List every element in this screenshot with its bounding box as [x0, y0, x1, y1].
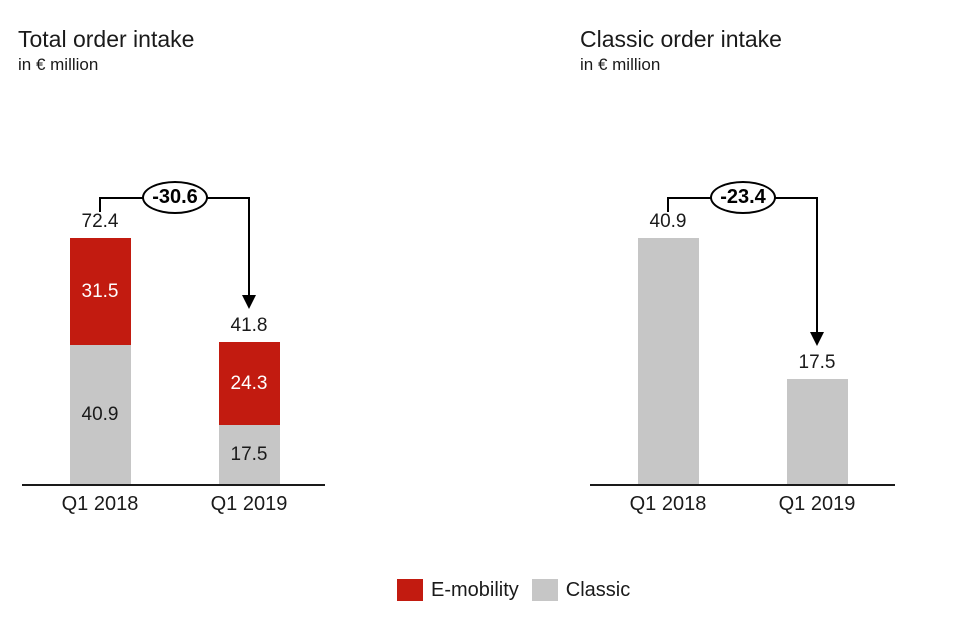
bracket-left-tick [667, 197, 669, 212]
segment-value-label: 31.5 [81, 280, 119, 302]
legend-item-e-mobility: E-mobility [397, 578, 519, 602]
arrow-down-icon [810, 332, 824, 346]
classic-order-intake-chart: 40.9 Q1 2018 17.5 Q1 2019 -23.4 [590, 170, 895, 540]
bracket-left-tick [99, 197, 101, 212]
total-value-label: 72.4 [81, 211, 119, 232]
e-mobility-swatch-icon [397, 579, 423, 601]
segment-value-label: 17.5 [230, 444, 268, 465]
bracket-vertical-line [816, 197, 818, 333]
total-value-label: 17.5 [798, 352, 836, 373]
x-axis-line [22, 484, 325, 486]
classic-order-intake-header: Classic order intake in € million [580, 26, 782, 75]
bar-segment-classic-q1-2018 [638, 238, 699, 485]
legend-label: E-mobility [431, 579, 519, 601]
chart-subtitle: in € million [18, 55, 99, 74]
arrow-down-icon [242, 295, 256, 309]
chart-title: Classic order intake [580, 26, 782, 52]
segment-value-label: 24.3 [230, 372, 268, 394]
delta-badge: -30.6 [142, 181, 208, 214]
bar-segment-classic-q1-2019 [219, 425, 280, 485]
bar-segment-classic-q1-2018 [70, 345, 131, 485]
classic-swatch-icon [531, 579, 558, 601]
total-order-intake-chart: 40.9 31.5 72.4 Q1 2018 17.5 24.3 41.8 Q1 2019 -3… [22, 170, 325, 540]
total-order-intake-header: Total order intake in € million [18, 26, 194, 75]
category-label: Q1 2018 [61, 493, 139, 515]
segment-value-label: 40.9 [81, 404, 119, 425]
bar-segment-e-mobility-q1-2019 [219, 342, 280, 425]
chart-title: Total order intake [18, 26, 195, 52]
chart-subtitle: in € million [580, 55, 661, 74]
legend-label: Classic [565, 579, 631, 601]
category-label: Q1 2019 [778, 493, 856, 515]
legend: E-mobility Classic [397, 578, 630, 602]
bracket-vertical-line [248, 197, 250, 296]
bar-segment-e-mobility-q1-2018 [70, 238, 131, 345]
x-axis-line [590, 484, 895, 486]
total-value-label: 41.8 [230, 315, 268, 336]
legend-item-classic: Classic [531, 578, 631, 602]
category-label: Q1 2018 [629, 493, 707, 515]
total-value-label: 40.9 [649, 211, 687, 232]
category-label: Q1 2019 [210, 493, 288, 515]
delta-badge: -23.4 [710, 181, 776, 214]
bar-segment-classic-q1-2019 [787, 379, 848, 485]
